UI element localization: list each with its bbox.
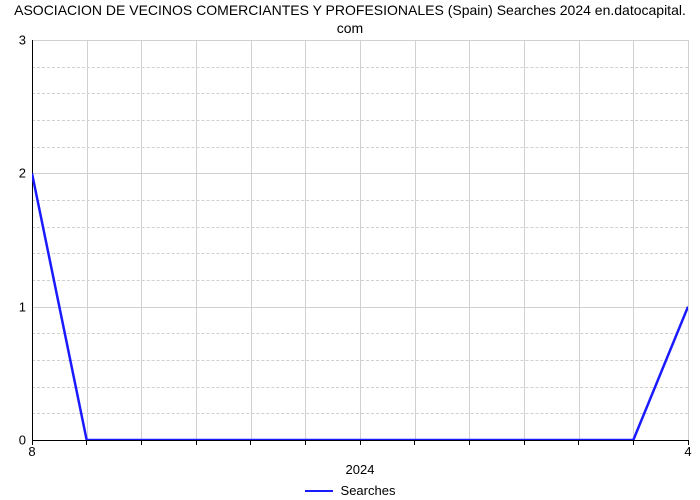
series-svg	[32, 40, 688, 440]
y-tick-label: 1	[19, 299, 32, 314]
y-tick-label: 2	[19, 166, 32, 181]
chart-title-line2: com	[337, 20, 363, 36]
gridline-v	[688, 40, 689, 440]
x-left-label: 8	[28, 440, 35, 459]
chart-container: ASOCIACION DE VECINOS COMERCIANTES Y PRO…	[0, 0, 700, 500]
chart-title: ASOCIACION DE VECINOS COMERCIANTES Y PRO…	[0, 2, 700, 37]
x-center-label: 2024	[346, 440, 375, 477]
chart-title-line1: ASOCIACION DE VECINOS COMERCIANTES Y PRO…	[14, 2, 686, 18]
legend: Searches	[0, 483, 700, 498]
y-tick-label: 3	[19, 33, 32, 48]
legend-label: Searches	[341, 483, 396, 498]
legend-line-icon	[305, 490, 333, 492]
x-right-label: 4	[684, 440, 691, 459]
plot-area: 0123842024	[32, 40, 688, 440]
series-line	[32, 173, 688, 440]
axis-bottom	[32, 440, 688, 441]
